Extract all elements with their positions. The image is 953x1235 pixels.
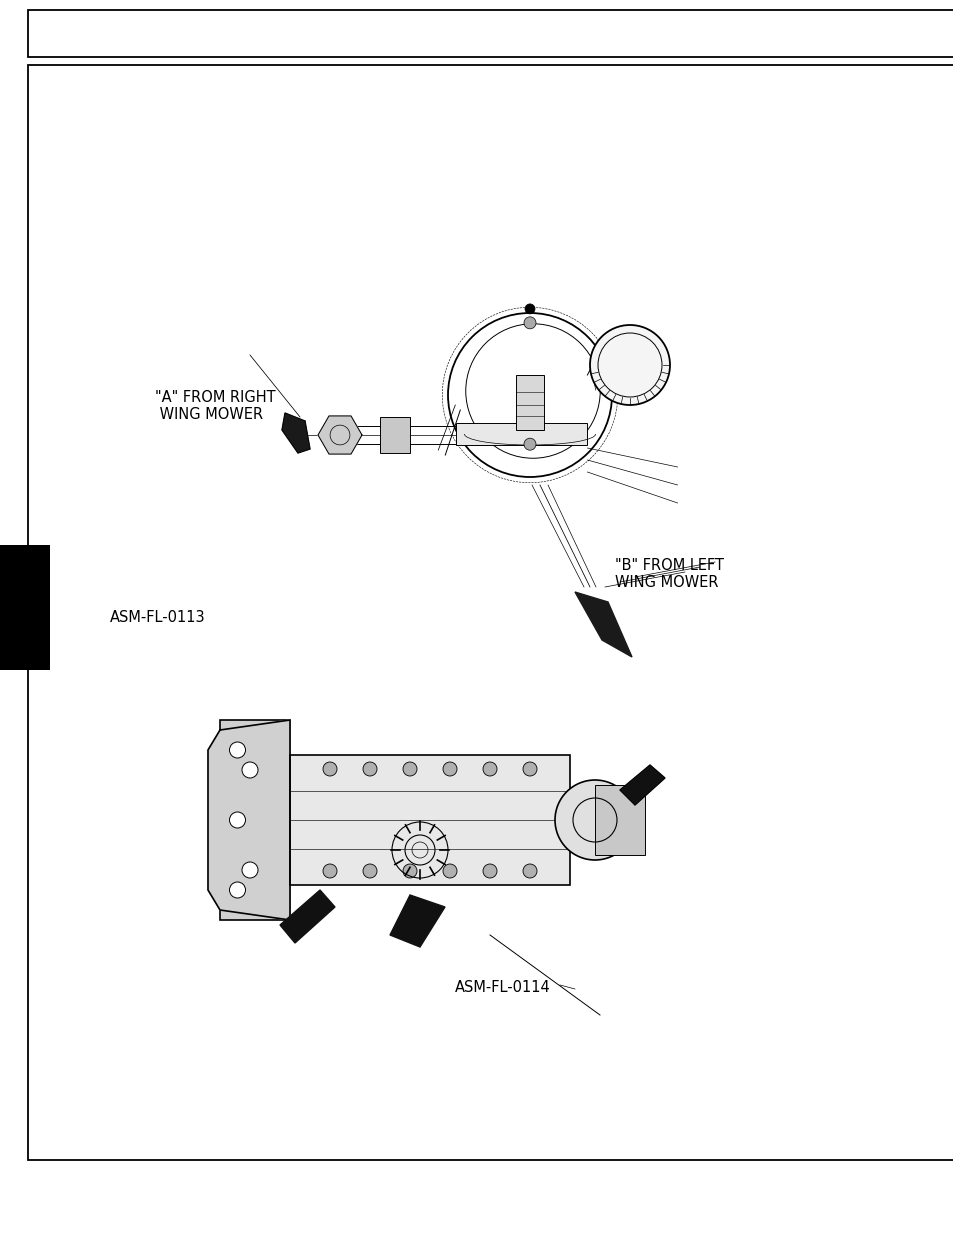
Polygon shape [575,592,631,657]
Circle shape [230,742,245,758]
Circle shape [402,864,416,878]
Bar [28,10,953,57]
Bar [0,545,50,671]
Circle shape [242,762,257,778]
Polygon shape [390,895,444,947]
Circle shape [482,864,497,878]
Polygon shape [282,412,310,453]
Circle shape [523,438,536,451]
Circle shape [522,864,537,878]
Text: ASM-FL-0113: ASM-FL-0113 [110,610,206,625]
Circle shape [363,864,376,878]
Polygon shape [280,890,335,944]
Circle shape [442,762,456,776]
Circle shape [230,811,245,827]
Bar [379,417,410,453]
Circle shape [323,762,336,776]
Polygon shape [208,720,290,920]
Circle shape [363,762,376,776]
Polygon shape [317,416,361,454]
Text: ASM-FL-0114: ASM-FL-0114 [455,981,550,995]
Bar [28,65,953,1160]
Circle shape [242,862,257,878]
Text: "A" FROM RIGHT
 WING MOWER: "A" FROM RIGHT WING MOWER [154,390,275,422]
Polygon shape [619,764,664,805]
Circle shape [522,762,537,776]
Circle shape [523,317,536,329]
Bar [220,720,290,920]
Circle shape [589,325,669,405]
Bar [595,785,644,855]
Bar [516,375,543,430]
Circle shape [323,864,336,878]
Text: "B" FROM LEFT
WING MOWER: "B" FROM LEFT WING MOWER [615,558,723,590]
Bar [290,755,569,885]
Bar [456,424,587,445]
Circle shape [555,781,635,860]
Circle shape [482,762,497,776]
Circle shape [442,864,456,878]
Circle shape [230,882,245,898]
Circle shape [524,304,535,314]
Circle shape [402,762,416,776]
